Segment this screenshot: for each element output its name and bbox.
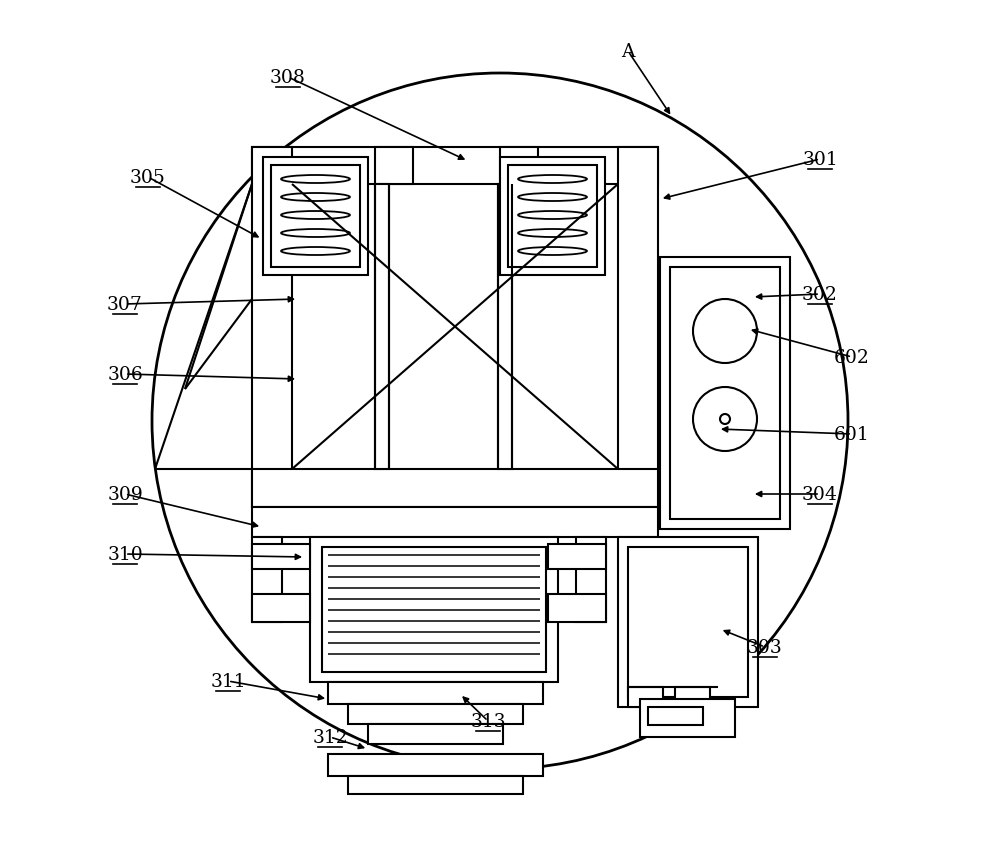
Text: 301: 301 (802, 151, 838, 169)
Bar (263, 158, 368, 276)
Text: 313: 313 (470, 712, 506, 730)
Text: 302: 302 (802, 286, 838, 304)
Bar (271, 165, 360, 268)
Text: 304: 304 (802, 485, 838, 503)
Text: A: A (621, 43, 635, 61)
Text: 602: 602 (834, 349, 870, 367)
Text: 303: 303 (747, 638, 783, 656)
Bar (328, 682, 543, 705)
Text: 308: 308 (270, 69, 306, 87)
Bar (252, 148, 658, 185)
Bar (252, 469, 658, 508)
Bar (500, 158, 605, 276)
Bar (500, 148, 538, 185)
Bar (675, 688, 710, 707)
Bar (348, 776, 523, 794)
Text: 309: 309 (107, 485, 143, 503)
Bar (640, 699, 735, 737)
Text: 311: 311 (210, 672, 246, 690)
Text: 307: 307 (107, 296, 143, 314)
Text: 601: 601 (834, 426, 870, 444)
Bar (375, 185, 389, 469)
Bar (252, 537, 282, 623)
Bar (618, 148, 658, 508)
Bar (508, 165, 597, 268)
Bar (548, 544, 606, 569)
Bar (576, 537, 606, 623)
Text: 310: 310 (107, 545, 143, 563)
Bar (660, 258, 790, 530)
Bar (648, 707, 703, 725)
Bar (368, 724, 503, 744)
Bar (252, 148, 292, 508)
Bar (322, 548, 546, 672)
Bar (548, 595, 606, 623)
Bar (618, 537, 758, 707)
Text: 306: 306 (107, 366, 143, 384)
Bar (628, 548, 748, 697)
Bar (328, 754, 543, 776)
Text: 305: 305 (130, 169, 166, 187)
Bar (252, 544, 310, 569)
Bar (670, 268, 780, 519)
Bar (310, 537, 558, 682)
Bar (252, 508, 658, 537)
Bar (498, 185, 512, 469)
Bar (628, 688, 663, 707)
Bar (348, 705, 523, 724)
Text: 312: 312 (312, 728, 348, 746)
Bar (252, 595, 310, 623)
Bar (375, 148, 413, 185)
